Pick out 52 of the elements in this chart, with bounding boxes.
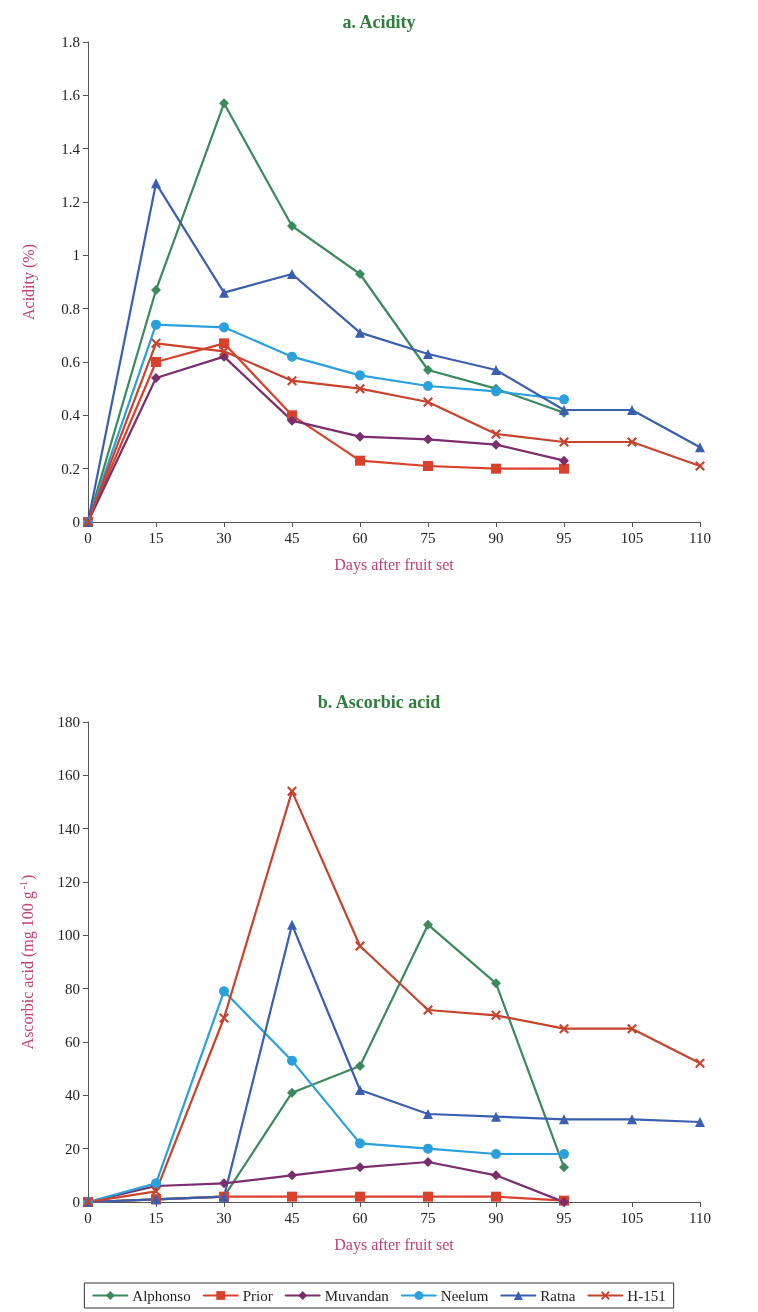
x-tick-label: 110 (689, 1209, 711, 1226)
y-tick-label: 0.2 (61, 460, 80, 477)
x-tick-label: 90 (488, 529, 504, 546)
x-tick-label: 15 (148, 1209, 164, 1226)
x-tick-label: 105 (620, 1209, 644, 1226)
x-tick-label: 75 (420, 1209, 436, 1226)
y-tick-label: 0.6 (61, 354, 81, 370)
x-tick-label: 75 (420, 529, 436, 546)
x-tick-label: 60 (352, 529, 368, 546)
y-tick-label: 1.8 (61, 34, 80, 50)
legend-label: Muvandan (324, 1287, 390, 1304)
x-tick-label: 15 (148, 529, 164, 546)
x-tick-label: 110 (689, 529, 711, 546)
y-tick-label: 160 (57, 767, 80, 784)
x-tick-label: 0 (84, 529, 92, 546)
legend-label: Prior (242, 1287, 273, 1304)
y-tick-label: 80 (65, 980, 80, 997)
x-tick-label: 95 (556, 1209, 572, 1226)
y-tick-label: 120 (57, 874, 80, 890)
x-tick-label: 45 (284, 1209, 300, 1226)
y-tick-label: 0.4 (61, 407, 81, 424)
y-tick-label: 1 (72, 247, 80, 264)
y-tick-label: 1.6 (61, 87, 81, 104)
legend-label: Ratna (540, 1287, 576, 1304)
x-tick-label: 30 (216, 529, 232, 546)
x-tick-label: 30 (216, 1209, 232, 1226)
y-tick-label: 0 (72, 1194, 80, 1210)
x-tick-label: 45 (284, 529, 300, 546)
y-tick-label: 1.4 (61, 140, 81, 157)
legend-label: H-151 (627, 1287, 666, 1304)
y-tick-label: 0 (72, 514, 80, 530)
x-axis-title: Days after fruit set (334, 555, 455, 574)
y-tick-label: 1.2 (61, 194, 80, 210)
y-tick-label: 140 (57, 820, 80, 837)
x-tick-label: 60 (352, 1209, 368, 1226)
y-tick-label: 180 (57, 714, 80, 730)
x-axis-title: Days after fruit set (334, 1235, 455, 1254)
legend-label: Neelum (440, 1287, 489, 1304)
y-tick-label: 0.8 (61, 300, 80, 317)
y-axis-title: Ascorbic acid (mg 100 g-1) (17, 874, 37, 1050)
legend-label: Alphonso (132, 1287, 191, 1304)
y-tick-label: 100 (57, 927, 80, 944)
y-tick-label: 20 (65, 1140, 80, 1157)
y-axis-title: Acidity (%) (19, 244, 38, 320)
y-tick-label: 40 (65, 1087, 80, 1104)
x-tick-label: 105 (620, 529, 644, 546)
x-tick-label: 90 (488, 1209, 504, 1226)
y-tick-label: 60 (65, 1034, 80, 1050)
x-tick-label: 0 (84, 1209, 92, 1226)
chart-title: b. Ascorbic acid (317, 692, 441, 712)
x-tick-label: 95 (556, 529, 572, 546)
chart-title: a. Acidity (342, 12, 416, 32)
